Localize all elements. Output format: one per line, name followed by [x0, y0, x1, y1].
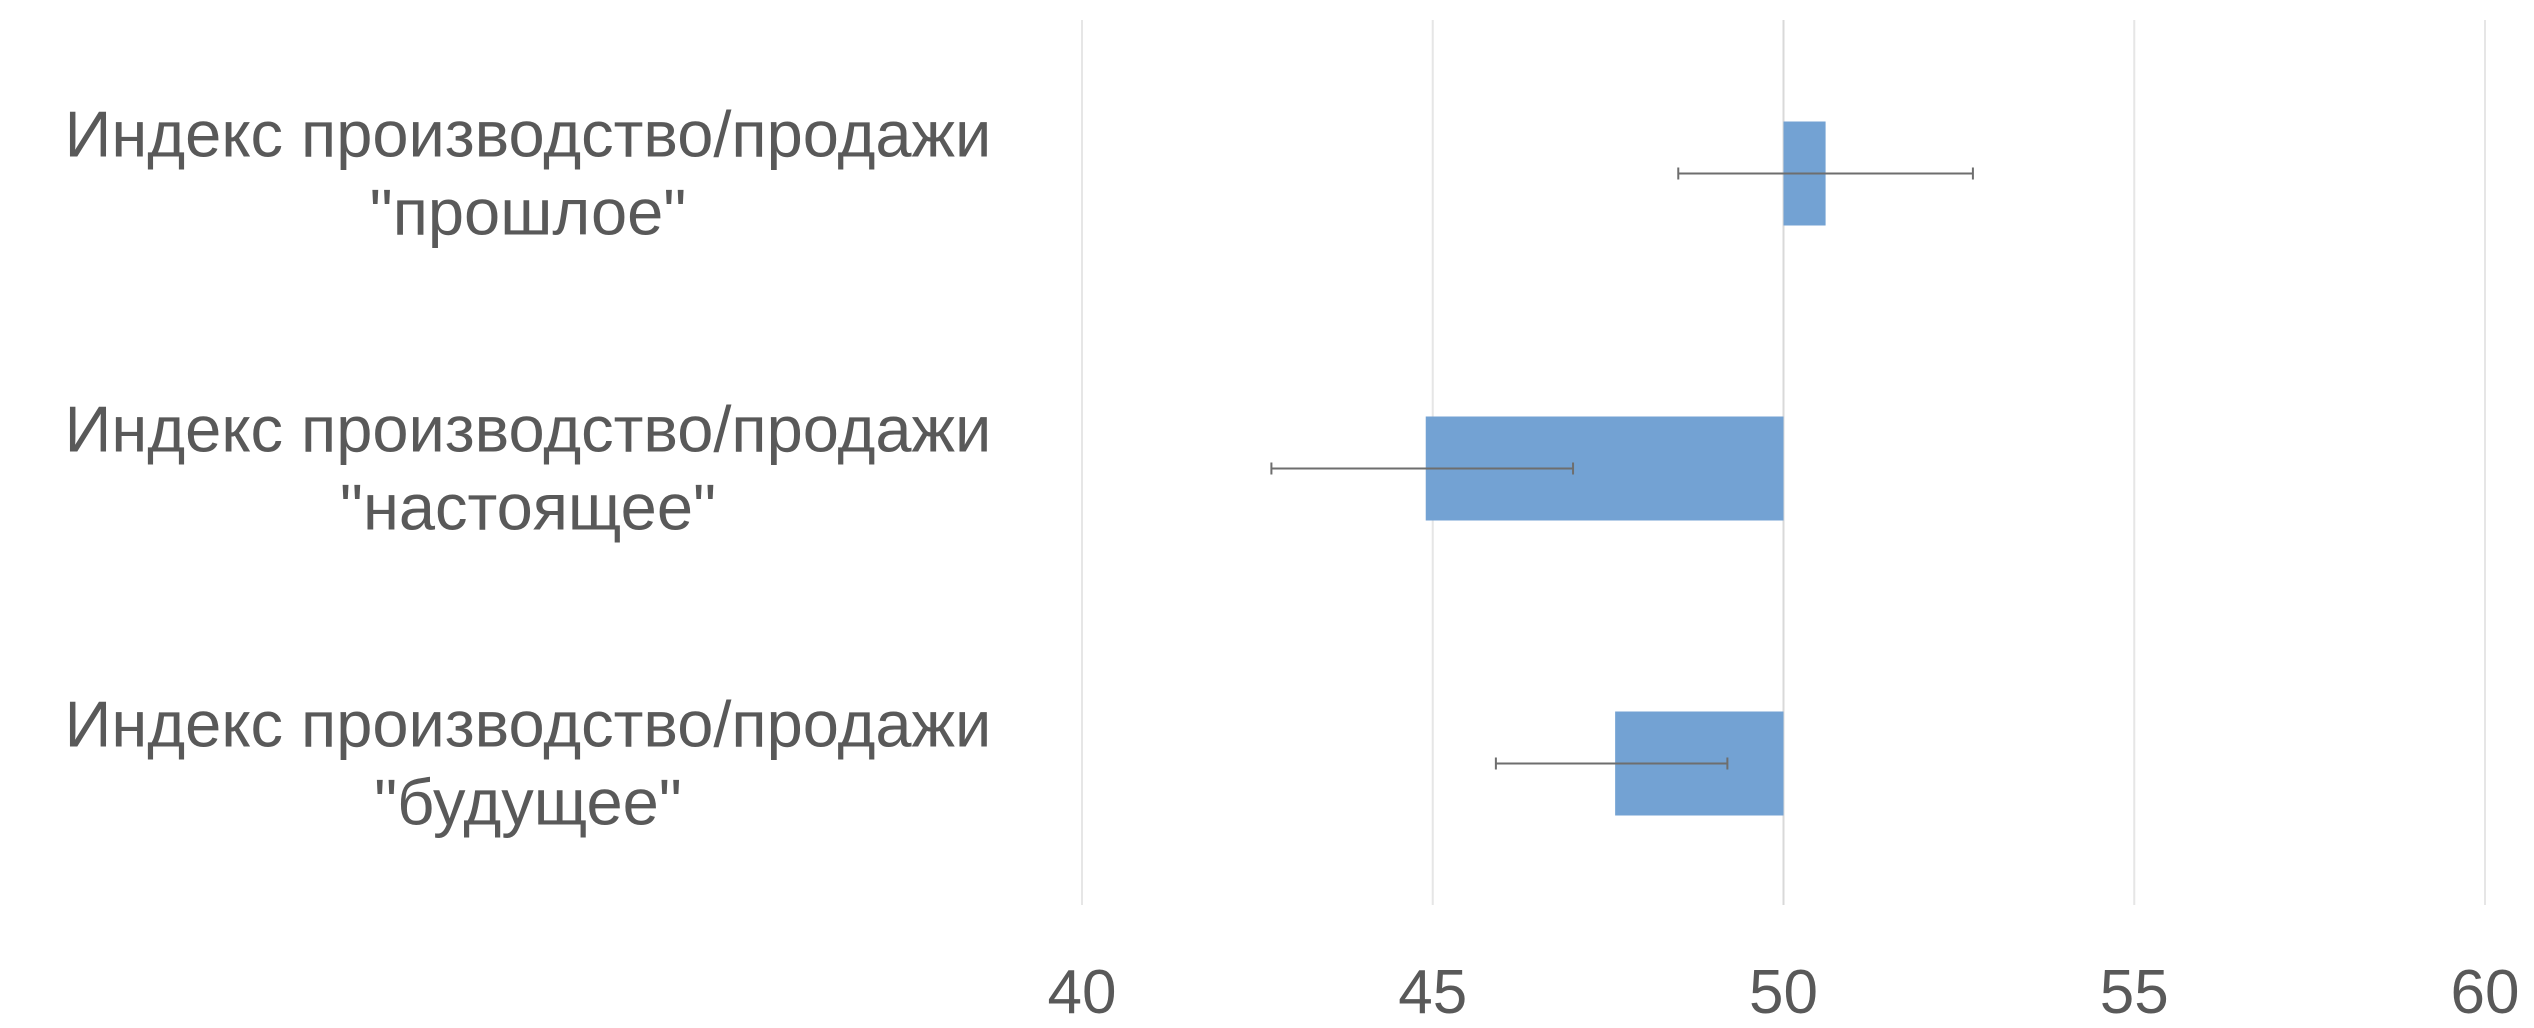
- x-tick-label: 50: [1749, 958, 1818, 1023]
- x-tick-label: 40: [1048, 958, 1117, 1023]
- category-label-line: Индекс производство/продажи: [65, 688, 992, 761]
- category-label-line: "настоящее": [340, 471, 716, 544]
- category-label: Индекс производство/продажи "прошлое": [65, 98, 992, 249]
- category-label-line: "прошлое": [370, 176, 687, 249]
- x-tick-label: 45: [1398, 958, 1467, 1023]
- category-label-line: Индекс производство/продажи: [65, 393, 992, 466]
- x-tick-label: 55: [2100, 958, 2169, 1023]
- category-label-line: "будущее": [374, 766, 682, 839]
- error-bar: [1494, 757, 1729, 770]
- category-label: Индекс производство/продажи "настоящее": [65, 393, 992, 544]
- x-axis-tick-labels: 40 45 50 55 60: [1048, 958, 2520, 1027]
- category-label-line: Индекс производство/продажи: [65, 98, 992, 171]
- error-bars: [1270, 167, 1974, 770]
- category-label: Индекс производство/продажи "будущее": [65, 688, 992, 839]
- error-bar: [1270, 462, 1575, 475]
- category-labels: Индекс производство/продажи "прошлое"Инде…: [65, 98, 992, 839]
- x-tick-label: 60: [2451, 958, 2520, 1023]
- error-bar: [1677, 167, 1974, 180]
